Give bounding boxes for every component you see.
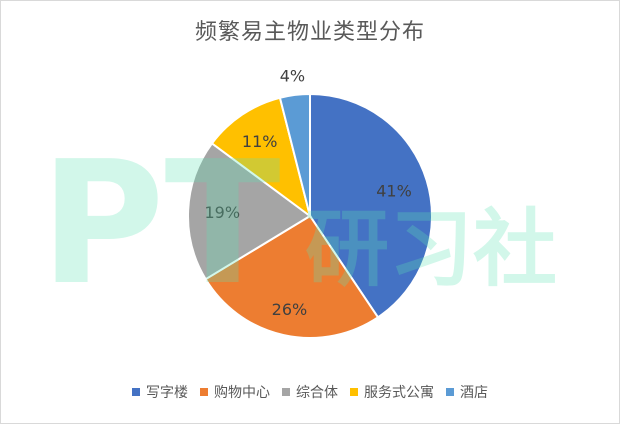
legend-item-2: 综合体	[282, 382, 338, 402]
pie-slice-2	[187, 141, 312, 281]
pie-slice-3	[210, 96, 312, 219]
legend-swatch	[350, 388, 358, 396]
legend-item-1: 购物中心	[200, 382, 270, 402]
legend-label: 购物中心	[214, 385, 270, 401]
pie-slice-1	[204, 214, 380, 339]
legend-item-4: 酒店	[446, 382, 488, 402]
pie-data-label-2: 19%	[204, 203, 240, 222]
legend-label: 综合体	[296, 385, 338, 401]
legend-label: 写字楼	[146, 385, 188, 401]
legend-swatch	[132, 388, 140, 396]
chart-legend: 写字楼 购物中心 综合体 服务式公寓 酒店	[0, 382, 620, 402]
pie-data-label-3: 11%	[242, 132, 278, 151]
legend-label: 服务式公寓	[364, 385, 434, 401]
legend-swatch	[200, 388, 208, 396]
pie-data-label-0: 41%	[376, 181, 412, 200]
legend-item-3: 服务式公寓	[350, 382, 434, 402]
legend-swatch	[446, 388, 454, 396]
pie-data-label-1: 26%	[272, 300, 308, 319]
legend-swatch	[282, 388, 290, 396]
legend-item-0: 写字楼	[132, 382, 188, 402]
pie-data-label-4: 4%	[280, 67, 305, 86]
legend-label: 酒店	[460, 385, 488, 401]
pie-slice-0	[309, 92, 433, 319]
chart-title: 频繁易主物业类型分布	[194, 20, 425, 45]
pie-slice-4	[278, 92, 311, 217]
